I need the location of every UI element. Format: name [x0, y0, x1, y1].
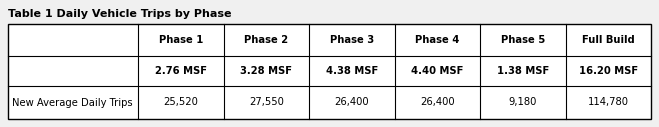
Text: Phase 5: Phase 5 [501, 35, 545, 45]
Text: 9,180: 9,180 [509, 98, 537, 107]
Bar [8, 24, 651, 119]
Text: Phase 1: Phase 1 [159, 35, 203, 45]
Text: 25,520: 25,520 [163, 98, 198, 107]
Text: 114,780: 114,780 [588, 98, 629, 107]
Text: Phase 2: Phase 2 [244, 35, 289, 45]
Text: 26,400: 26,400 [420, 98, 455, 107]
Text: New Average Daily Trips: New Average Daily Trips [12, 98, 132, 107]
Text: Phase 3: Phase 3 [330, 35, 374, 45]
Text: 1.38 MSF: 1.38 MSF [497, 66, 549, 76]
Text: 4.38 MSF: 4.38 MSF [326, 66, 378, 76]
Text: 4.40 MSF: 4.40 MSF [411, 66, 463, 76]
Text: 16.20 MSF: 16.20 MSF [579, 66, 638, 76]
Text: 2.76 MSF: 2.76 MSF [155, 66, 207, 76]
Text: Table 1 Daily Vehicle Trips by Phase: Table 1 Daily Vehicle Trips by Phase [8, 9, 231, 19]
Text: Full Build: Full Build [582, 35, 635, 45]
Text: 26,400: 26,400 [334, 98, 369, 107]
Text: 27,550: 27,550 [249, 98, 283, 107]
Text: Phase 4: Phase 4 [415, 35, 459, 45]
Text: 3.28 MSF: 3.28 MSF [241, 66, 292, 76]
